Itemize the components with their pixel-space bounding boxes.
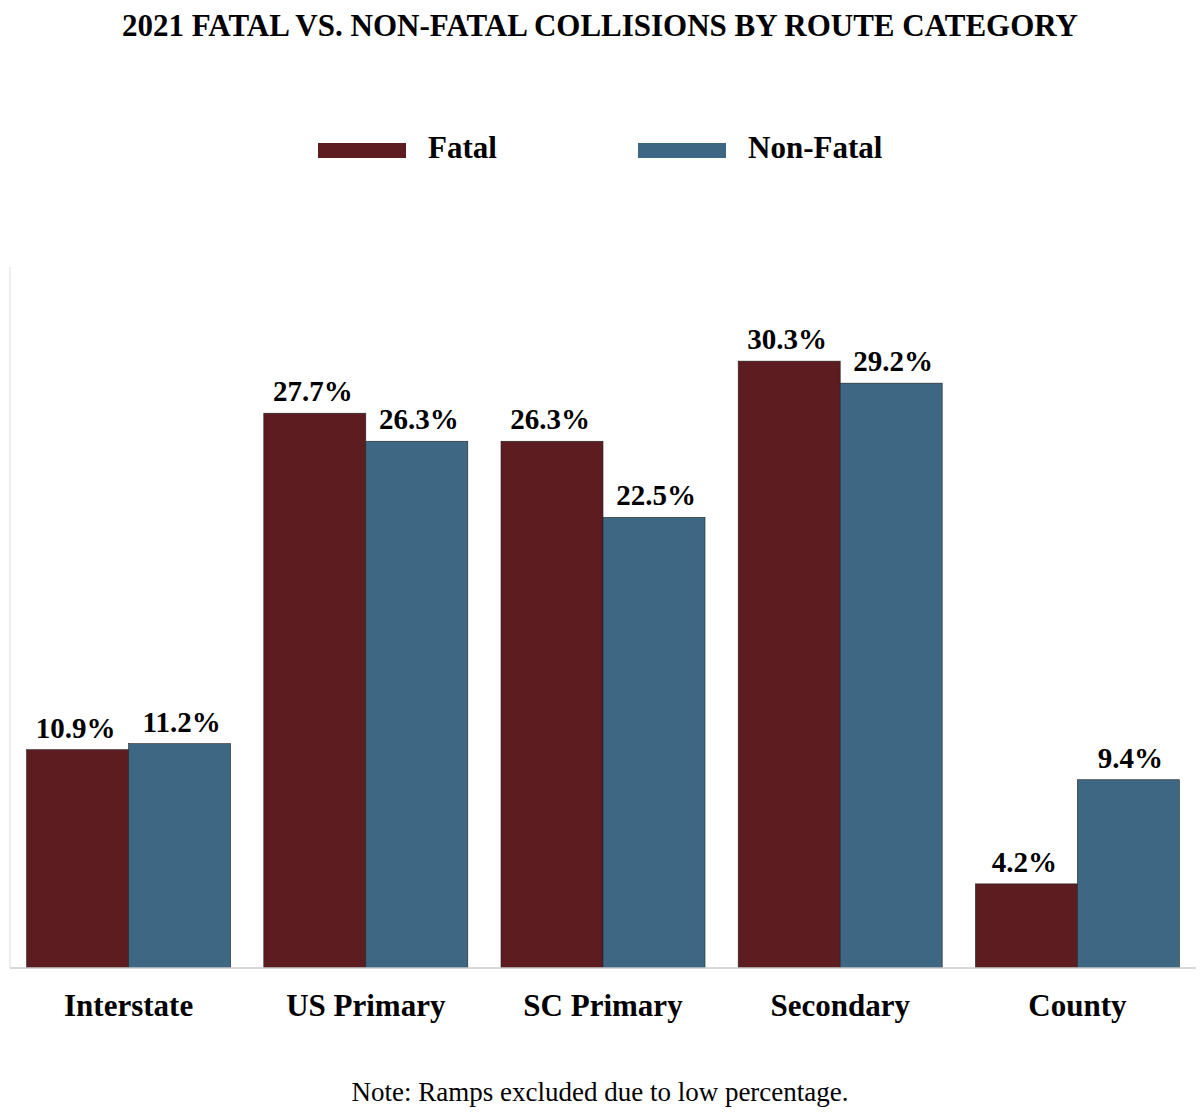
y-axis-line xyxy=(10,267,11,968)
data-labels: 10.9% 27.7% 26.3% 30.3% 4.2% 11.2% 26.3% 22.5% 2… xyxy=(36,323,1163,878)
bar xyxy=(501,441,603,968)
legend-label: Fatal xyxy=(428,130,497,165)
data-label: 26.3% xyxy=(510,403,590,435)
x-tick-label: SC Primary xyxy=(523,988,683,1023)
bars xyxy=(27,361,1180,968)
note: Note: Ramps excluded due to low percenta… xyxy=(351,1077,848,1107)
data-label: 30.3% xyxy=(747,323,827,355)
bar xyxy=(840,383,942,968)
data-label: 22.5% xyxy=(616,479,696,511)
x-tick-label: County xyxy=(1028,988,1127,1023)
chart-svg: 2021 FATAL VS. NON-FATAL COLLISIONS BY R… xyxy=(0,0,1200,1120)
data-label: 4.2% xyxy=(992,846,1057,878)
x-tick-label: Secondary xyxy=(770,988,910,1023)
legend-swatch xyxy=(318,143,406,158)
x-axis-line xyxy=(10,967,1196,969)
data-label: 10.9% xyxy=(36,712,116,744)
data-label: 11.2% xyxy=(143,706,221,738)
legend-swatch xyxy=(638,143,726,158)
bar xyxy=(264,413,366,968)
bar xyxy=(1077,780,1179,968)
bar xyxy=(27,750,129,968)
bar xyxy=(129,744,231,968)
bar xyxy=(975,884,1077,968)
data-label: 9.4% xyxy=(1098,742,1163,774)
x-tick-label: US Primary xyxy=(286,988,446,1023)
data-label: 29.2% xyxy=(853,345,933,377)
bar xyxy=(738,361,840,968)
data-label: 27.7% xyxy=(273,375,353,407)
bar xyxy=(366,441,468,968)
data-label: 26.3% xyxy=(379,403,459,435)
legend-label: Non-Fatal xyxy=(748,130,883,165)
x-tick-label: Interstate xyxy=(64,988,193,1023)
legend: Fatal Non-Fatal xyxy=(318,130,883,165)
title: 2021 FATAL VS. NON-FATAL COLLISIONS BY R… xyxy=(122,8,1078,43)
chart-container: 2021 FATAL VS. NON-FATAL COLLISIONS BY R… xyxy=(0,0,1200,1120)
bar xyxy=(603,517,705,968)
